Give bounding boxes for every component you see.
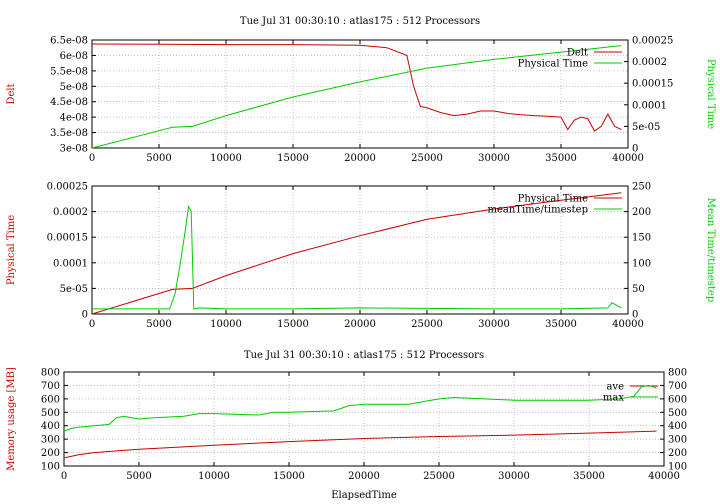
y-tick-label: 0.00025: [47, 182, 88, 193]
y2-tick-label: 50: [632, 284, 645, 295]
x-tick-label: 30000: [478, 153, 510, 164]
x-tick-label: 25000: [411, 319, 443, 330]
x-tick-label: 5000: [146, 153, 171, 164]
y2-tick-label: 600: [668, 394, 687, 405]
chart-panel-3: [63, 371, 665, 467]
series-line-2: [63, 384, 657, 432]
chart-title: Tue Jul 31 00:30:10 : atlas175 : 512 Pro…: [240, 16, 480, 27]
y-tick-label: 0.0001: [53, 258, 88, 269]
y2-tick-label: 250: [632, 182, 651, 193]
y2-tick-label: 0.00015: [632, 79, 673, 90]
legend-entry-label: Delt: [567, 48, 588, 59]
y2-tick-label: 400: [668, 421, 687, 432]
x-tick-label: 5000: [146, 319, 171, 330]
y-tick-label: 200: [41, 448, 60, 459]
y-tick-label: 800: [41, 368, 60, 379]
legend-entry-label: ave: [606, 382, 624, 393]
x-tick-label: 20000: [344, 319, 376, 330]
x-tick-label: 0: [61, 471, 67, 482]
y-tick-label: 0: [82, 310, 88, 321]
y-axis-label: Delt: [6, 83, 17, 104]
chart-panel-1: [91, 39, 629, 149]
series-line-1: [91, 192, 622, 315]
x-tick-label: 20000: [348, 471, 380, 482]
y2-tick-label: 0: [632, 310, 638, 321]
y-tick-label: 3.5e-08: [50, 128, 88, 139]
series-line-2: [92, 204, 622, 310]
y-tick-label: 700: [41, 381, 60, 392]
chart-panel-2: [91, 185, 629, 315]
x-tick-label: 20000: [344, 153, 376, 164]
y2-axis-label: Physical Time: [705, 59, 716, 129]
legend-entry-label: max: [603, 393, 624, 404]
y-tick-label: 100: [41, 462, 60, 473]
series-line-2: [91, 45, 622, 149]
y2-tick-label: 200: [632, 207, 651, 218]
x-tick-label: 35000: [545, 153, 577, 164]
legend-entry-label: meanTime/timestep: [487, 205, 588, 216]
x-tick-label: 25000: [423, 471, 455, 482]
y-tick-label: 4e-08: [60, 113, 88, 124]
y-tick-label: 4.5e-08: [50, 97, 88, 108]
y2-tick-label: 100: [632, 258, 651, 269]
y2-tick-label: 0.0002: [632, 57, 667, 68]
x-tick-label: 25000: [411, 153, 443, 164]
x-tick-label: 0: [89, 153, 95, 164]
x-tick-label: 15000: [277, 153, 309, 164]
plot-frame: [63, 371, 665, 467]
plot-frame: [91, 185, 629, 315]
y2-tick-label: 150: [632, 233, 651, 244]
x-tick-label: 40000: [648, 471, 680, 482]
y-tick-label: 6e-08: [60, 51, 88, 62]
y2-tick-label: 300: [668, 435, 687, 446]
x-tick-label: 40000: [612, 153, 644, 164]
x-tick-label: 0: [89, 319, 95, 330]
y2-tick-label: 100: [668, 462, 687, 473]
y2-tick-label: 800: [668, 368, 687, 379]
chart-title: Tue Jul 31 00:30:10 : atlas175 : 512 Pro…: [244, 350, 484, 361]
legend-entry-label: Physical Time: [518, 59, 588, 70]
y2-tick-label: 5e-05: [632, 122, 660, 133]
x-tick-label: 10000: [210, 319, 242, 330]
y-tick-label: 5e-05: [60, 284, 88, 295]
y-tick-label: 5e-08: [60, 82, 88, 93]
y2-tick-label: 700: [668, 381, 687, 392]
y-tick-label: 500: [41, 408, 60, 419]
x-tick-label: 30000: [478, 319, 510, 330]
x-tick-label: 10000: [198, 471, 230, 482]
y-tick-label: 5.5e-08: [50, 66, 88, 77]
x-tick-label: 30000: [498, 471, 530, 482]
x-tick-label: 5000: [126, 471, 151, 482]
x-tick-label: 40000: [612, 319, 644, 330]
legend-entry-label: Physical Time: [518, 194, 588, 205]
plot-frame: [91, 39, 629, 149]
y-axis-label: Physical Time: [6, 215, 17, 285]
series-line-1: [63, 430, 657, 459]
x-tick-label: 15000: [277, 319, 309, 330]
y-tick-label: 300: [41, 435, 60, 446]
y-tick-label: 6.5e-08: [50, 36, 88, 47]
series-line-1: [91, 43, 622, 132]
x-tick-label: 35000: [545, 319, 577, 330]
y-tick-label: 3e-08: [60, 144, 88, 155]
y2-tick-label: 0.00025: [632, 36, 673, 47]
x-tick-label: 35000: [573, 471, 605, 482]
y-tick-label: 0.0002: [53, 207, 88, 218]
y-axis-label: Memory usage [MB]: [6, 367, 17, 471]
x-tick-label: 15000: [273, 471, 305, 482]
y-tick-label: 0.00015: [47, 233, 88, 244]
y2-tick-label: 200: [668, 448, 687, 459]
x-axis-label: ElapsedTime: [331, 490, 397, 501]
y2-axis-label: Mean Time/timestep: [705, 198, 716, 302]
x-tick-label: 10000: [210, 153, 242, 164]
y2-tick-label: 0: [632, 144, 638, 155]
y2-tick-label: 500: [668, 408, 687, 419]
y-tick-label: 600: [41, 394, 60, 405]
y2-tick-label: 0.0001: [632, 100, 667, 111]
y-tick-label: 400: [41, 421, 60, 432]
